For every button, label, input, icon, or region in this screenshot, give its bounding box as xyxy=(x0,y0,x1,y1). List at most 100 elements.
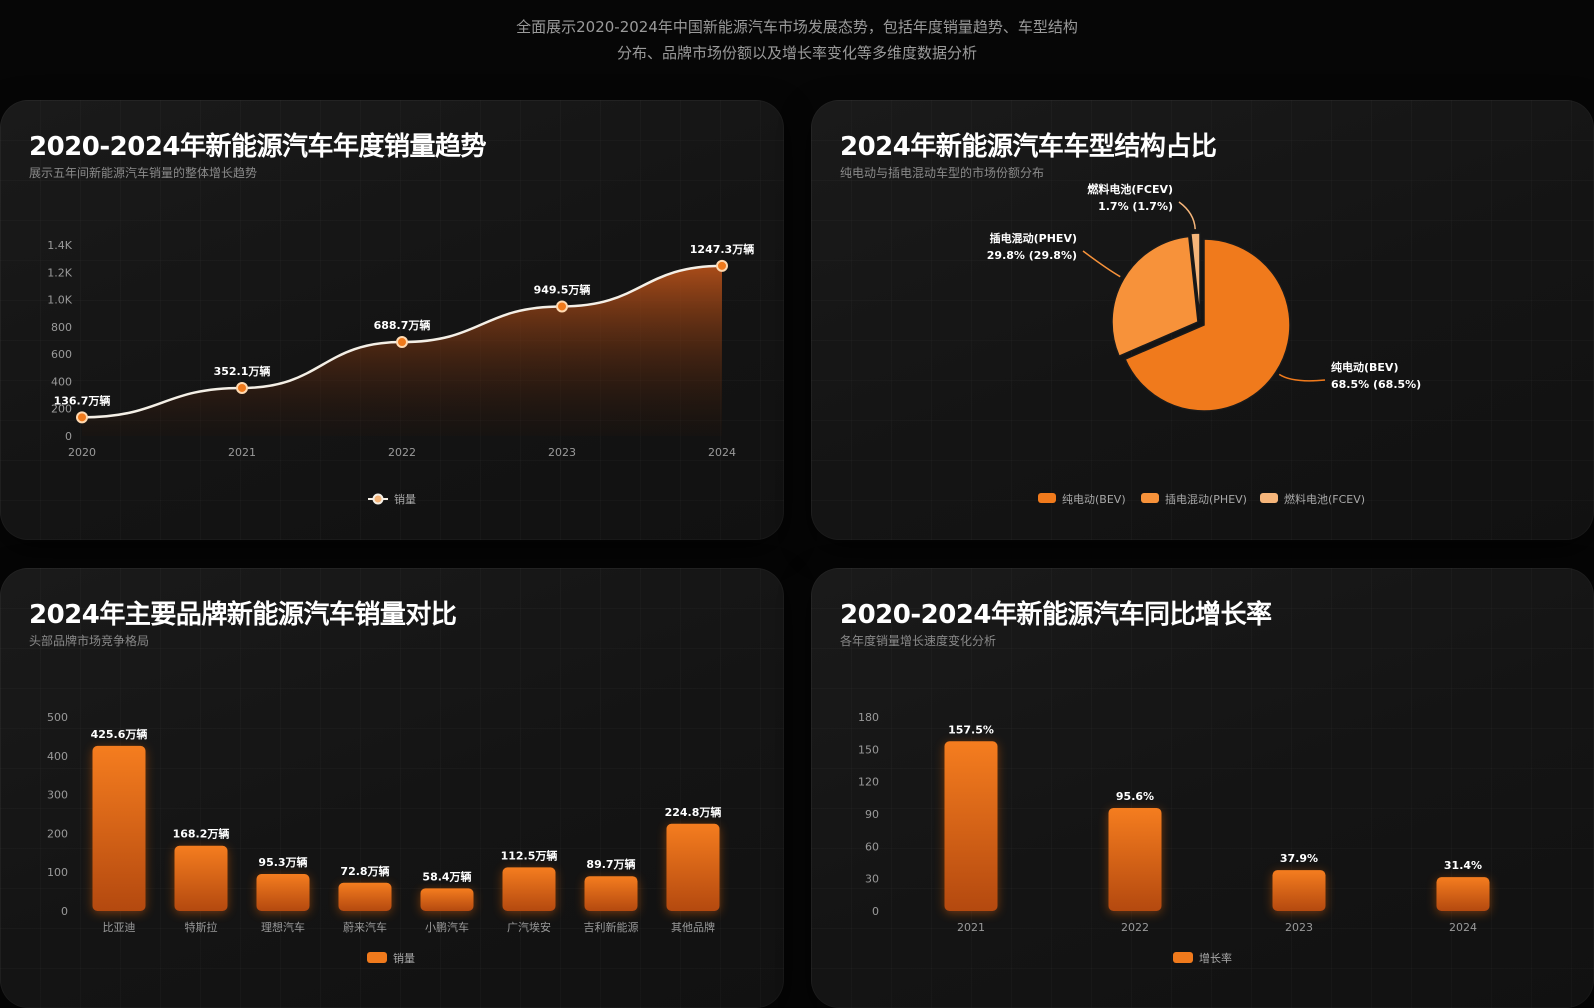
bar-legend-label: 销量 xyxy=(393,951,415,965)
growth-chart: 0 30 60 90 120 150 180 157.5% 2021 95.6% 2022 37.9%… xyxy=(858,711,1490,965)
trend-legend-marker xyxy=(372,493,384,505)
trend-y-tick: 200 xyxy=(51,403,72,416)
brand-subtitle: 头部品牌市场竞争格局 xyxy=(29,634,150,648)
bar-y-tick: 0 xyxy=(61,905,68,918)
trend-point xyxy=(76,411,88,424)
page-subtitle-line-2: 分布、品牌市场份额以及增长率变化等多维度数据分析 xyxy=(616,44,977,62)
pie-leader-line xyxy=(1178,201,1196,230)
growth-card: 2020-2024年新能源汽车同比增长率 各年度销量增长速度变化分析 0 30 60… xyxy=(811,568,1594,1008)
trend-y-tick: 800 xyxy=(51,321,72,334)
pie-legend-label: 纯电动(BEV) xyxy=(1062,493,1126,506)
trend-y-tick: 1.0K xyxy=(47,294,72,307)
brand-title: 2024年主要品牌新能源汽车销量对比 xyxy=(29,600,457,630)
bar-y-tick: 200 xyxy=(47,827,68,840)
bar-x-tick: 吉利新能源 xyxy=(584,920,639,934)
pie-slice-label: 68.5% (68.5%) xyxy=(1331,378,1421,391)
pie-slice-name: 纯电动(BEV) xyxy=(1331,360,1398,374)
bar-y-tick: 100 xyxy=(47,866,68,879)
bar xyxy=(1108,807,1162,911)
bar-x-tick: 比亚迪 xyxy=(103,921,136,934)
bar-data-label: 112.5万辆 xyxy=(501,848,558,862)
pie-slice-name: 燃料电池(FCEV) xyxy=(1086,182,1173,196)
bar-y-tick: 90 xyxy=(865,808,879,821)
bar xyxy=(502,867,556,911)
bar-data-label: 168.2万辆 xyxy=(173,827,230,841)
page-subtitle: 全面展示2020-2024年中国新能源汽车市场发展态势，包括年度销量趋势、车型结… xyxy=(0,14,1594,66)
bar-x-tick: 2022 xyxy=(1121,921,1149,934)
bar xyxy=(1436,877,1490,911)
trend-point xyxy=(236,381,248,394)
bar xyxy=(256,874,310,911)
pie-legend-swatch xyxy=(1260,493,1278,503)
trend-x-tick: 2023 xyxy=(548,446,576,459)
pie-slice-label: 1.7% (1.7%) xyxy=(1098,200,1173,213)
bar-data-label: 224.8万辆 xyxy=(665,805,722,819)
pie-legend-swatch xyxy=(1141,493,1159,503)
bar xyxy=(174,845,228,911)
bar-y-tick: 0 xyxy=(872,905,879,918)
growth-subtitle: 各年度销量增长速度变化分析 xyxy=(840,634,997,648)
bar-y-tick: 150 xyxy=(858,743,879,756)
bar xyxy=(666,823,720,911)
bar-y-tick: 120 xyxy=(858,776,879,789)
bar-data-label: 58.4万辆 xyxy=(422,869,471,883)
pie-legend-label: 燃料电池(FCEV) xyxy=(1284,492,1365,506)
share-subtitle: 纯电动与插电混动车型的市场份额分布 xyxy=(840,166,1045,180)
trend-y-tick: 0 xyxy=(65,430,72,443)
brand-card: 2024年主要品牌新能源汽车销量对比 头部品牌市场竞争格局 0 100 200 300… xyxy=(0,568,784,1008)
trend-subtitle: 展示五年间新能源汽车销量的整体增长趋势 xyxy=(29,166,258,180)
bar-y-tick: 500 xyxy=(47,711,68,724)
bar-y-tick: 400 xyxy=(47,750,68,763)
pie-legend-swatch xyxy=(1038,493,1056,503)
trend-point xyxy=(716,259,728,272)
trend-x-tick: 2022 xyxy=(388,446,416,459)
bar-legend-swatch xyxy=(1173,952,1193,963)
bar-x-tick: 蔚来汽车 xyxy=(343,920,387,934)
bar-data-label: 89.7万辆 xyxy=(586,857,635,871)
pie-slice-label: 29.8% (29.8%) xyxy=(987,249,1077,262)
trend-title: 2020-2024年新能源汽车年度销量趋势 xyxy=(29,132,487,162)
share-card: 2024年新能源汽车车型结构占比 纯电动与插电混动车型的市场份额分布 纯电动(B… xyxy=(811,100,1594,540)
trend-x-tick: 2021 xyxy=(228,446,256,459)
bar-x-tick: 小鹏汽车 xyxy=(425,920,469,934)
trend-point xyxy=(556,300,568,313)
share-chart: 纯电动(BEV) 68.5% (68.5%) 插电混动(PHEV) 29.8% (29… xyxy=(987,182,1421,506)
trend-area xyxy=(82,265,722,436)
bar-data-label: 425.6万辆 xyxy=(91,727,148,741)
share-title: 2024年新能源汽车车型结构占比 xyxy=(840,132,1217,162)
bar xyxy=(1272,870,1326,911)
trend-x-tick: 2024 xyxy=(708,446,736,459)
bar-x-tick: 广汽埃安 xyxy=(507,920,551,934)
bar xyxy=(92,745,146,911)
bar-x-tick: 2023 xyxy=(1285,921,1313,934)
trend-data-label: 352.1万辆 xyxy=(214,364,271,378)
bar xyxy=(420,888,474,911)
pie-slice xyxy=(1111,235,1199,358)
page-subtitle-line-1: 全面展示2020-2024年中国新能源汽车市场发展态势，包括年度销量趋势、车型结… xyxy=(516,18,1078,36)
bar xyxy=(944,741,998,911)
trend-y-tick: 400 xyxy=(51,375,72,388)
trend-data-label: 136.7万辆 xyxy=(54,393,111,407)
bar xyxy=(338,882,392,911)
pie-slice xyxy=(1190,232,1201,320)
bar xyxy=(584,876,638,911)
trend-card: 2020-2024年新能源汽车年度销量趋势 展示五年间新能源汽车销量的整体增长趋… xyxy=(0,100,784,540)
bar-x-tick: 其他品牌 xyxy=(671,920,715,934)
pie-legend-label: 插电混动(PHEV) xyxy=(1165,492,1247,506)
trend-chart: 0 200 400 600 800 1.0K 1.2K 1.4K 2020 2021 2022 202… xyxy=(47,239,754,506)
growth-title: 2020-2024年新能源汽车同比增长率 xyxy=(840,600,1272,630)
bar-y-tick: 180 xyxy=(858,711,879,724)
pie-slice xyxy=(1124,238,1291,412)
pie-leader-line xyxy=(1278,373,1326,382)
bar-y-tick: 300 xyxy=(47,789,68,802)
trend-x-tick: 2020 xyxy=(68,446,96,459)
bar-data-label: 31.4% xyxy=(1444,859,1482,872)
pie-leader-line xyxy=(1082,250,1121,278)
bar-data-label: 157.5% xyxy=(948,723,994,736)
trend-y-tick: 600 xyxy=(51,348,72,361)
bar-y-tick: 60 xyxy=(865,840,879,853)
bar-data-label: 37.9% xyxy=(1280,852,1318,865)
bar-legend-label: 增长率 xyxy=(1199,951,1232,965)
trend-legend-label: 销量 xyxy=(394,492,416,506)
